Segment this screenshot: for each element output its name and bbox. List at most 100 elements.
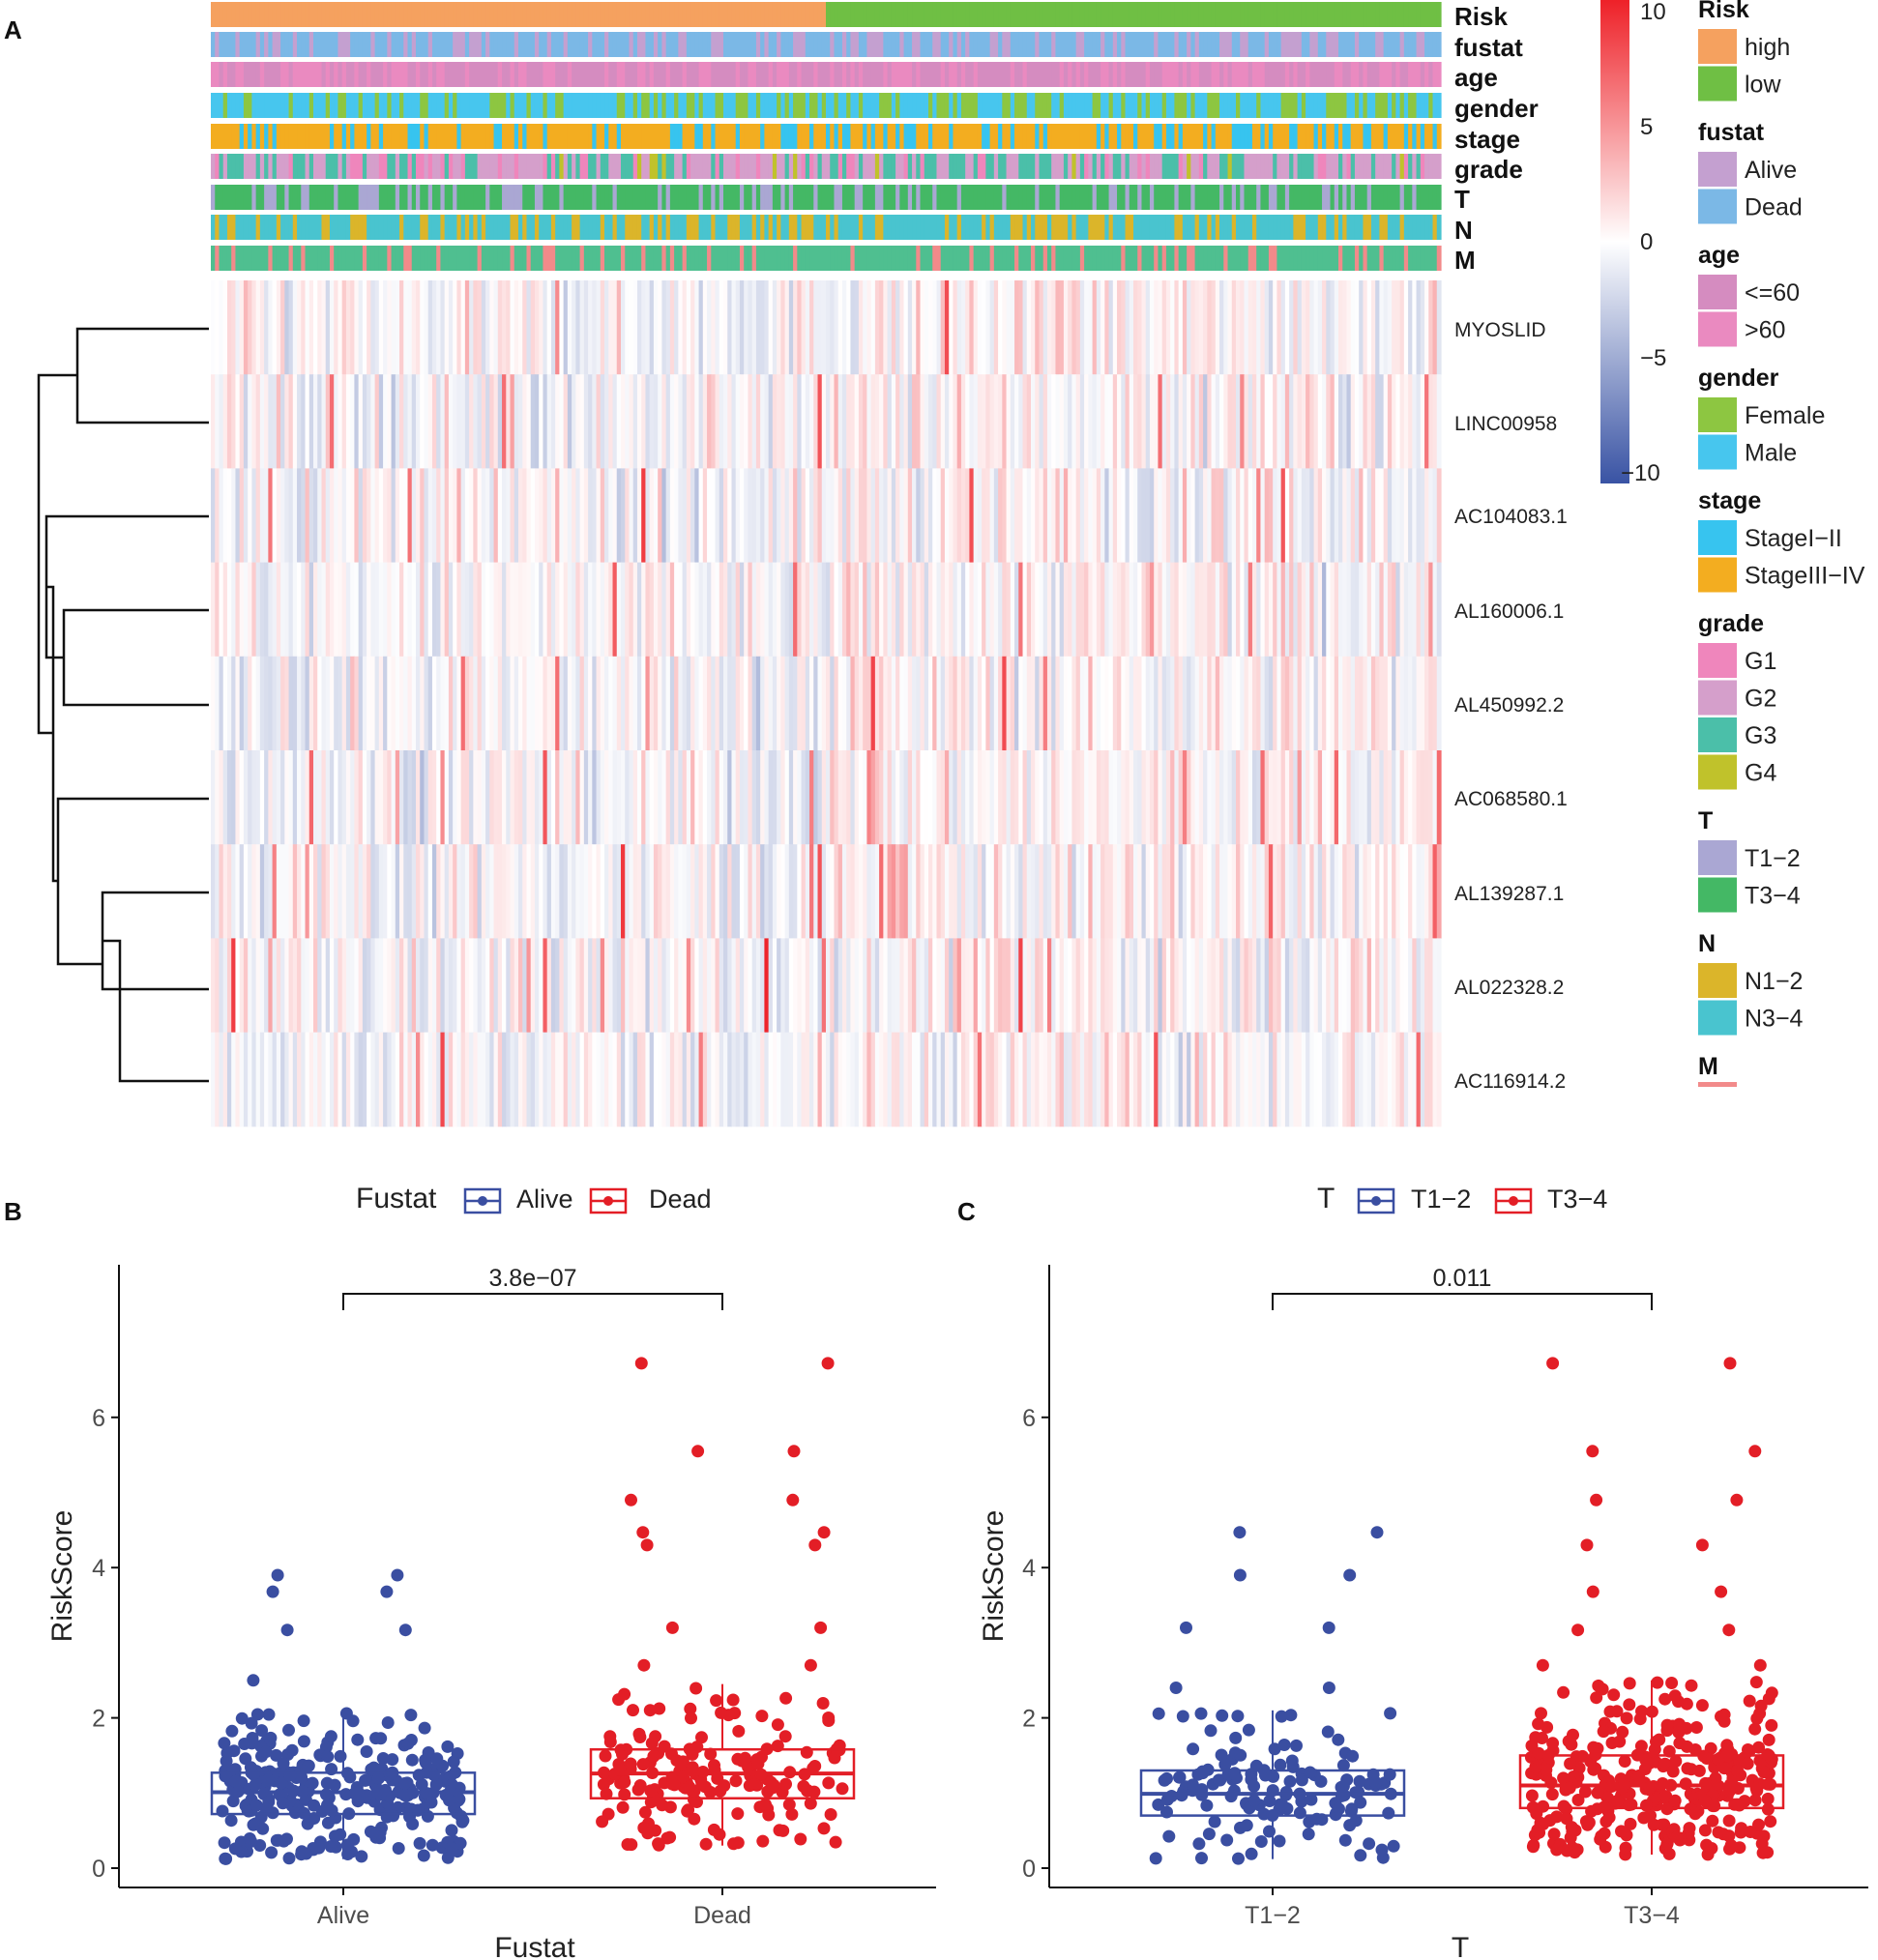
heatmap-cell [982, 280, 986, 375]
heatmap-cell [870, 938, 876, 1034]
annotation-cell [780, 32, 786, 57]
annotation-cell [1079, 93, 1085, 118]
heatmap-cell [899, 280, 905, 375]
annotation-cell [1416, 124, 1422, 149]
annotation-cell [378, 154, 384, 179]
annotation-cell [350, 124, 355, 149]
heatmap-cell [1346, 562, 1352, 658]
annotation-cell [211, 215, 216, 240]
annotation-cell [231, 185, 237, 210]
annotation-cell [920, 246, 925, 271]
annotation-cell [768, 185, 774, 210]
heatmap-cell [600, 656, 605, 751]
annotation-cell [649, 62, 655, 87]
heatmap-cell [711, 468, 717, 564]
annotation-cell [1174, 62, 1180, 87]
annotation-cell [1313, 2, 1319, 27]
heatmap-cell [297, 938, 302, 1034]
annotation-cell [243, 2, 249, 27]
heatmap-cell [735, 938, 741, 1034]
annotation-cell [1387, 93, 1393, 118]
annotation-cell [453, 124, 457, 149]
annotation-cell [337, 2, 343, 27]
heatmap-cell [813, 280, 819, 375]
heatmap-cell [559, 280, 565, 375]
annotation-cell [588, 2, 593, 27]
heatmap-cell [383, 656, 388, 751]
annotation-cell [563, 124, 569, 149]
annotation-cell [731, 62, 737, 87]
annotation-cell [1178, 32, 1184, 57]
annotation-cell [411, 154, 417, 179]
heatmap-cell [1408, 280, 1413, 375]
annotation-cell [846, 32, 852, 57]
heatmap-cell [711, 280, 717, 375]
annotation-cell [284, 185, 290, 210]
heatmap-cell [596, 844, 602, 939]
heatmap-cell [780, 468, 786, 564]
heatmap-cell [226, 844, 232, 939]
annotation-cell [563, 32, 569, 57]
annotation-cell [362, 185, 367, 210]
annotation-cell [641, 124, 647, 149]
annotation-cell [821, 93, 827, 118]
heatmap-cell [383, 280, 388, 375]
annotation-cell [308, 32, 314, 57]
heatmap-cell [1219, 656, 1224, 751]
annotation-cell [1399, 246, 1405, 271]
annotation-cell [1178, 246, 1184, 271]
heatmap-cell [1170, 844, 1175, 939]
annotation-cell [645, 246, 651, 271]
annotation-cell [1158, 2, 1163, 27]
annotation-cell [797, 62, 803, 87]
annotation-cell [805, 154, 810, 179]
annotation-cell [243, 62, 249, 87]
annotation-cell [612, 215, 618, 240]
annotation-cell [1108, 32, 1114, 57]
annotation-cell [658, 32, 662, 57]
heatmap-cell [854, 844, 860, 939]
heatmap-cell [407, 656, 413, 751]
annotation-cell [1379, 93, 1385, 118]
heatmap-cell [1240, 468, 1246, 564]
annotation-cell [510, 93, 515, 118]
annotation-cell [784, 62, 790, 87]
annotation-cell [502, 62, 507, 87]
heatmap-cell [960, 468, 966, 564]
heatmap-cell [341, 562, 347, 658]
annotation-cell [1424, 2, 1429, 27]
heatmap-cell [863, 468, 867, 564]
annotation-cell [1244, 154, 1249, 179]
heatmap-cell [846, 374, 852, 469]
heatmap-cell [358, 656, 364, 751]
heatmap-cell [1247, 844, 1253, 939]
heatmap-cell [481, 844, 486, 939]
heatmap-cell [1129, 750, 1134, 845]
heatmap-cell [583, 750, 589, 845]
annotation-cell [1161, 62, 1167, 87]
heatmap-cell [711, 562, 717, 658]
heatmap-cell [1022, 468, 1028, 564]
annotation-cell [485, 185, 490, 210]
heatmap-cell [674, 280, 679, 375]
heatmap-cell [1018, 562, 1024, 658]
annotation-cell [354, 124, 360, 149]
annotation-cell [982, 215, 986, 240]
annotation-cell [1375, 93, 1380, 118]
heatmap-cell [1375, 280, 1380, 375]
annotation-cell [222, 215, 228, 240]
annotation-cell [1104, 2, 1110, 27]
annotation-cell [731, 246, 737, 271]
heatmap-cell [723, 656, 728, 751]
heatmap-cell [805, 938, 810, 1034]
annotation-cell [325, 215, 331, 240]
heatmap-cell [723, 280, 728, 375]
annotation-cell [1182, 124, 1188, 149]
heatmap-cell [1096, 374, 1101, 469]
annotation-cell [477, 32, 483, 57]
heatmap-cell [506, 656, 512, 751]
heatmap-cell [1055, 844, 1061, 939]
annotation-cell [317, 2, 323, 27]
annotation-cell [907, 32, 913, 57]
heatmap-cell [690, 844, 695, 939]
